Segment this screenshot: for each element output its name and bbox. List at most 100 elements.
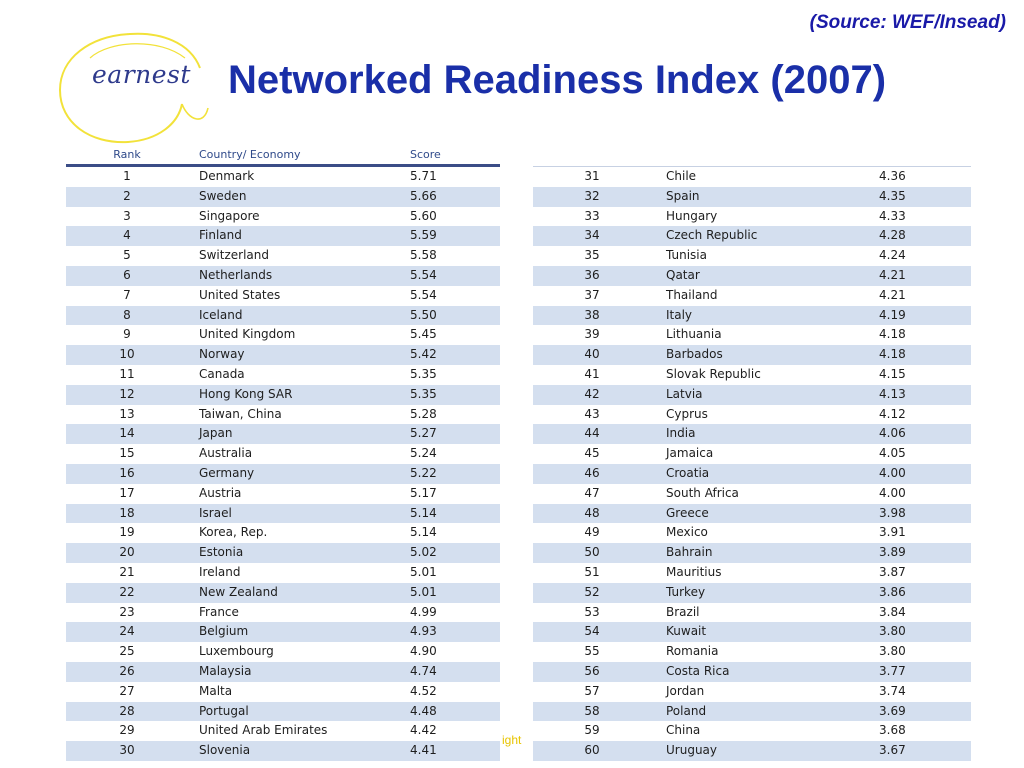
table-body-right: 31 Chile 4.36 32 Spain 4.35 33 Hungary 4.33 34 Cze… bbox=[533, 167, 971, 761]
score-cell: 4.00 bbox=[879, 465, 906, 480]
table-row: 53 Brazil 3.84 bbox=[533, 603, 971, 623]
score-cell: 3.80 bbox=[879, 644, 906, 659]
country-cell: Austria bbox=[199, 485, 242, 500]
table-row: 33 Hungary 4.33 bbox=[533, 207, 971, 227]
table-row: 2 Sweden 5.66 bbox=[66, 186, 500, 207]
score-cell: 5.54 bbox=[410, 287, 437, 302]
score-cell: 4.00 bbox=[879, 485, 906, 500]
country-cell: Slovenia bbox=[199, 743, 251, 758]
table-row: 52 Turkey 3.86 bbox=[533, 582, 971, 603]
header-country: Country/ Economy bbox=[199, 148, 301, 161]
rank-cell: 2 bbox=[123, 188, 131, 203]
country-cell: Korea, Rep. bbox=[199, 525, 268, 540]
rank-cell: 15 bbox=[119, 446, 135, 461]
country-cell: Czech Republic bbox=[666, 228, 758, 243]
score-cell: 5.66 bbox=[410, 188, 437, 203]
country-cell: Japan bbox=[199, 426, 233, 441]
score-cell: 4.90 bbox=[410, 644, 437, 659]
table-row: 22 New Zealand 5.01 bbox=[66, 582, 500, 603]
rank-cell: 38 bbox=[584, 307, 600, 322]
table-row: 56 Costa Rica 3.77 bbox=[533, 661, 971, 682]
country-cell: United Arab Emirates bbox=[199, 723, 328, 738]
score-cell: 4.13 bbox=[879, 386, 906, 401]
table-row: 60 Uruguay 3.67 bbox=[533, 741, 971, 761]
table-row: 18 Israel 5.14 bbox=[66, 503, 500, 524]
rank-cell: 40 bbox=[584, 347, 600, 362]
rank-cell: 41 bbox=[584, 366, 600, 381]
score-cell: 4.93 bbox=[410, 624, 437, 639]
table-row: 23 France 4.99 bbox=[66, 603, 500, 623]
rank-cell: 60 bbox=[584, 743, 600, 758]
rank-cell: 8 bbox=[123, 307, 131, 322]
country-cell: Turkey bbox=[666, 584, 706, 599]
country-cell: South Africa bbox=[666, 485, 739, 500]
table-row: 32 Spain 4.35 bbox=[533, 186, 971, 207]
score-cell: 4.15 bbox=[879, 366, 906, 381]
table-row: 5 Switzerland 5.58 bbox=[66, 246, 500, 266]
rank-cell: 13 bbox=[119, 406, 135, 421]
rank-cell: 35 bbox=[584, 248, 600, 263]
score-cell: 5.54 bbox=[410, 267, 437, 282]
table-row: 41 Slovak Republic 4.15 bbox=[533, 365, 971, 385]
rank-cell: 18 bbox=[119, 505, 135, 520]
rank-cell: 30 bbox=[119, 743, 135, 758]
score-cell: 4.28 bbox=[879, 228, 906, 243]
rank-cell: 34 bbox=[584, 228, 600, 243]
score-cell: 5.42 bbox=[410, 347, 437, 362]
score-cell: 3.69 bbox=[879, 703, 906, 718]
score-cell: 3.98 bbox=[879, 505, 906, 520]
table-top-divider bbox=[533, 166, 971, 167]
country-cell: Chile bbox=[666, 169, 697, 183]
rank-cell: 55 bbox=[584, 644, 600, 659]
rank-cell: 32 bbox=[584, 188, 600, 203]
rank-cell: 3 bbox=[123, 208, 131, 223]
table-row: 49 Mexico 3.91 bbox=[533, 523, 971, 543]
rank-cell: 54 bbox=[584, 624, 600, 639]
table-row: 14 Japan 5.27 bbox=[66, 424, 500, 445]
earnest-logo-swirl bbox=[58, 32, 209, 144]
table-row: 3 Singapore 5.60 bbox=[66, 207, 500, 227]
rank-cell: 22 bbox=[119, 584, 135, 599]
rank-cell: 57 bbox=[584, 683, 600, 698]
country-cell: Switzerland bbox=[199, 248, 269, 263]
rank-cell: 46 bbox=[584, 465, 600, 480]
country-cell: Latvia bbox=[666, 386, 703, 401]
table-row: 44 India 4.06 bbox=[533, 424, 971, 445]
score-cell: 4.33 bbox=[879, 208, 906, 223]
country-cell: Brazil bbox=[666, 604, 700, 619]
rank-cell: 33 bbox=[584, 208, 600, 223]
score-cell: 4.35 bbox=[879, 188, 906, 203]
source-note: (Source: WEF/Insead) bbox=[809, 12, 1006, 33]
score-cell: 4.48 bbox=[410, 703, 437, 718]
rank-cell: 31 bbox=[584, 169, 600, 183]
table-row: 6 Netherlands 5.54 bbox=[66, 265, 500, 286]
score-cell: 4.52 bbox=[410, 683, 437, 698]
rank-cell: 51 bbox=[584, 564, 600, 579]
score-cell: 4.05 bbox=[879, 446, 906, 461]
score-cell: 5.71 bbox=[410, 169, 437, 183]
table-row: 50 Bahrain 3.89 bbox=[533, 543, 971, 563]
table-row: 58 Poland 3.69 bbox=[533, 701, 971, 722]
score-cell: 3.91 bbox=[879, 525, 906, 540]
score-cell: 5.35 bbox=[410, 366, 437, 381]
score-cell: 5.58 bbox=[410, 248, 437, 263]
header-rank: Rank bbox=[113, 148, 141, 161]
table-row: 46 Croatia 4.00 bbox=[533, 463, 971, 484]
rank-cell: 16 bbox=[119, 465, 135, 480]
rank-cell: 52 bbox=[584, 584, 600, 599]
table-row: 57 Jordan 3.74 bbox=[533, 682, 971, 702]
score-cell: 5.60 bbox=[410, 208, 437, 223]
rank-cell: 27 bbox=[119, 683, 135, 698]
country-cell: Norway bbox=[199, 347, 245, 362]
country-cell: Qatar bbox=[666, 267, 700, 282]
score-cell: 3.67 bbox=[879, 743, 906, 758]
table-row: 12 Hong Kong SAR 5.35 bbox=[66, 384, 500, 405]
rank-cell: 43 bbox=[584, 406, 600, 421]
table-row: 47 South Africa 4.00 bbox=[533, 484, 971, 504]
score-cell: 5.14 bbox=[410, 525, 437, 540]
rank-cell: 53 bbox=[584, 604, 600, 619]
table-row: 26 Malaysia 4.74 bbox=[66, 661, 500, 682]
table-row: 54 Kuwait 3.80 bbox=[533, 622, 971, 643]
table-row: 35 Tunisia 4.24 bbox=[533, 246, 971, 266]
table-row: 37 Thailand 4.21 bbox=[533, 286, 971, 306]
